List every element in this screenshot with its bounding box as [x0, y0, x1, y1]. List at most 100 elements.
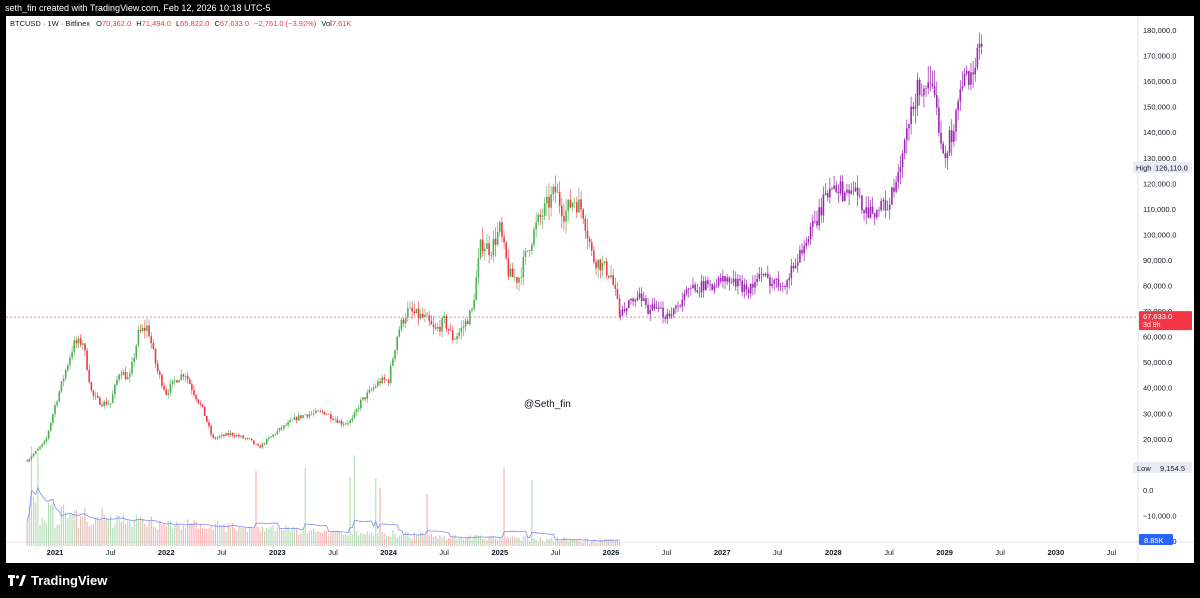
projection-body — [976, 47, 979, 68]
projection-body — [822, 194, 825, 216]
volume-bar — [467, 536, 469, 546]
projection-body — [764, 273, 767, 276]
candle-body — [466, 320, 469, 325]
candle-body — [434, 327, 437, 329]
volume-bar — [176, 521, 178, 546]
candle-body — [537, 214, 540, 223]
projection-body — [625, 308, 628, 312]
candle-body — [451, 330, 454, 340]
candle-body — [426, 314, 428, 316]
projection-body — [910, 106, 912, 125]
projection-body — [670, 314, 673, 317]
volume-bar — [313, 528, 315, 546]
projection-body — [903, 139, 906, 154]
volume-bar — [84, 507, 86, 546]
projection-body — [717, 278, 720, 286]
projection-body — [888, 204, 891, 210]
candle-body — [550, 194, 552, 208]
candle-body — [436, 326, 439, 329]
tradingview-logo[interactable]: TradingView — [8, 573, 107, 588]
volume-bar — [537, 542, 539, 546]
candle-body — [105, 401, 108, 405]
volume-bar — [486, 540, 488, 546]
volume-bar — [362, 533, 364, 546]
volume-bar — [167, 520, 169, 546]
projection-body — [811, 220, 814, 227]
price-chart[interactable]: @Seth_fin BTCUSD · 1W · Bitfinex O70,362… — [6, 16, 1194, 563]
volume-bar — [291, 527, 293, 546]
candle-body — [246, 438, 249, 439]
candle-body — [99, 397, 101, 405]
volume-bar — [603, 539, 606, 546]
projection-body — [886, 209, 889, 211]
volume-bar — [527, 535, 529, 546]
low-marker-bg — [1133, 462, 1192, 473]
candle-body — [133, 357, 135, 362]
volume-bar — [127, 521, 129, 546]
candle-body — [330, 414, 332, 419]
volume-bar — [388, 535, 390, 546]
volume-bar — [278, 527, 281, 546]
volume-bar — [584, 538, 586, 546]
projection-body — [645, 298, 647, 305]
projection-body — [927, 82, 930, 89]
candle-body — [248, 438, 251, 439]
candle-body — [377, 381, 379, 387]
volume-bar — [285, 525, 287, 546]
projection-body — [619, 315, 622, 318]
projection-body — [743, 284, 746, 292]
volume-bar — [394, 533, 396, 546]
candle-body — [210, 426, 212, 435]
candle-body — [310, 413, 313, 415]
candle-body — [278, 427, 281, 431]
candle-body — [588, 238, 591, 243]
projection-body — [893, 187, 895, 192]
candle-body — [178, 380, 180, 383]
volume-bar — [28, 505, 30, 546]
projection-body — [920, 94, 923, 96]
candle-body — [49, 422, 52, 431]
candle-body — [509, 268, 512, 277]
candle-body — [381, 377, 383, 384]
candle-body — [304, 414, 306, 416]
volume-bar — [488, 536, 490, 546]
projection-body — [779, 286, 782, 288]
projection-body — [756, 278, 758, 283]
projection-body — [749, 283, 752, 294]
projection-body — [980, 43, 983, 47]
volume-bar — [494, 538, 497, 546]
candle-body — [362, 397, 364, 400]
projection-body — [621, 309, 624, 316]
volume-bar — [601, 540, 604, 546]
volume-bar — [317, 531, 319, 546]
candle-body — [584, 218, 587, 231]
legend-high: 71,494.0 — [142, 19, 171, 28]
candle-body — [26, 460, 28, 462]
candle-body — [327, 414, 330, 415]
projection-body — [944, 153, 947, 159]
low-marker-value: 9,154.5 — [1160, 464, 1185, 473]
volume-bar — [101, 508, 103, 546]
projection-body — [623, 309, 626, 312]
projection-body — [974, 67, 977, 75]
projection-body — [844, 192, 846, 202]
projection-body — [942, 143, 944, 154]
volume-bar — [246, 531, 249, 546]
candle-body — [41, 444, 43, 447]
candle-body — [139, 329, 142, 331]
candle-body — [499, 222, 501, 232]
projection-body — [807, 239, 810, 243]
legend-close-label: C — [214, 19, 220, 28]
volume-bar — [240, 527, 242, 546]
candle-body — [398, 329, 401, 337]
chart-area[interactable]: @Seth_fin BTCUSD · 1W · Bitfinex O70,362… — [6, 16, 1194, 563]
candle-body — [259, 445, 262, 448]
candle-body — [580, 199, 582, 210]
time-tick-label: Jul — [884, 548, 894, 557]
time-tick-label: Jul — [439, 548, 449, 557]
volume-bar — [244, 527, 246, 546]
candle-body — [481, 239, 484, 252]
volume-bar — [274, 530, 276, 546]
volume-bar — [306, 533, 308, 546]
candle-body — [90, 382, 93, 391]
